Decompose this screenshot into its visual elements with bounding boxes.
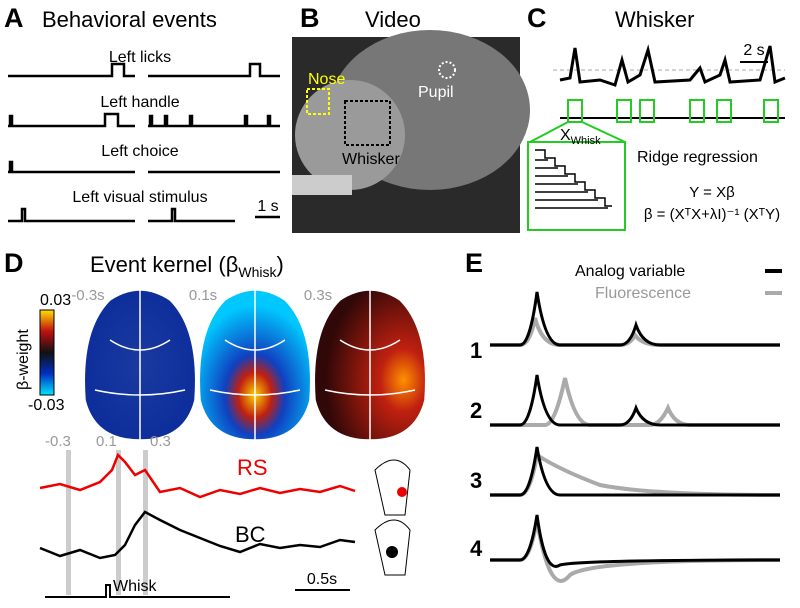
panel-title: Whisker xyxy=(615,7,694,32)
bc-region xyxy=(386,546,398,558)
whisker-label: Whisker xyxy=(342,151,400,168)
design-matrix xyxy=(535,149,612,209)
time-markers xyxy=(66,450,148,595)
row-label: Left licks xyxy=(109,49,171,66)
pupil-circle xyxy=(438,61,456,79)
matrix-symbol: X xyxy=(560,127,571,144)
event-traces xyxy=(8,62,280,223)
map-time: 0.3s xyxy=(304,287,332,304)
spout xyxy=(292,175,352,195)
panel-letter: C xyxy=(527,3,547,33)
panel-letter: B xyxy=(300,3,320,33)
rs-region xyxy=(397,487,407,497)
colorbar-min: -0.03 xyxy=(28,397,65,414)
scale-label: 0.5s xyxy=(307,571,337,588)
colorbar-label: β-weight xyxy=(15,329,32,390)
mouse-snout xyxy=(295,80,405,190)
row-number: 3 xyxy=(470,468,482,493)
method-label: Ridge regression xyxy=(637,149,758,166)
panel-title: Behavioral events xyxy=(42,7,217,32)
panel-e: E Analog variable Fluorescence 1 2 3 4 xyxy=(465,248,782,583)
title-end: ) xyxy=(277,252,284,277)
bc-trace xyxy=(39,510,356,560)
row-numbers: 1 2 3 4 xyxy=(470,338,483,561)
panel-letter: E xyxy=(465,248,483,278)
scale-label: 1 s xyxy=(257,198,278,215)
trace-time: -0.3 xyxy=(45,433,71,450)
whisker-box xyxy=(344,100,391,146)
equation: β = (XᵀX+λI)⁻¹ (XᵀY) xyxy=(644,206,780,223)
map-time: 0.1s xyxy=(189,287,217,304)
scale-label: 2 s xyxy=(743,42,764,59)
panel-letter: D xyxy=(4,248,24,278)
equation: Y = Xβ xyxy=(689,184,735,201)
panel-d: D Event kernel (βWhisk) -0.3s 0.1s 0.3s … xyxy=(4,248,427,598)
brain-icon xyxy=(374,459,411,516)
pupil-label: Pupil xyxy=(418,84,454,101)
panel-letter: A xyxy=(4,3,24,33)
row-label: Left visual stimulus xyxy=(72,189,207,206)
colorbar-max: 0.03 xyxy=(40,292,71,309)
panel-b: B Video Nose Whisker Pupil xyxy=(292,3,530,233)
matrix-subscript: Whisk xyxy=(571,135,601,147)
row-number: 4 xyxy=(470,536,483,561)
title-text: Event kernel (β xyxy=(90,252,238,277)
panel-title: Event kernel (βWhisk) xyxy=(90,252,284,280)
nose-box xyxy=(306,88,330,115)
model-traces xyxy=(490,291,781,583)
panel-c: C Whisker 2 s XWhisk Ridge regression Y … xyxy=(527,3,786,231)
event-boxes xyxy=(527,99,779,231)
whisk-event xyxy=(45,584,230,598)
row-label: Left choice xyxy=(101,143,178,160)
title-subscript: Whisk xyxy=(238,264,277,280)
event-label: Whisk xyxy=(113,578,158,595)
matrix-label: XWhisk xyxy=(560,127,601,147)
colorbar xyxy=(39,309,55,396)
map-time: -0.3s xyxy=(71,287,104,304)
row-number: 1 xyxy=(470,338,482,363)
trace-label: BC xyxy=(235,522,266,547)
rs-trace xyxy=(39,452,356,499)
nose-label: Nose xyxy=(308,71,345,88)
brain-maps xyxy=(83,289,427,441)
trace-label: RS xyxy=(237,455,268,480)
row-label: Left handle xyxy=(100,94,179,111)
panel-a: A Behavioral events Left licks Left hand… xyxy=(4,3,280,223)
legend-label: Fluorescence xyxy=(595,285,691,302)
panel-title: Video xyxy=(365,7,421,32)
legend-label: Analog variable xyxy=(575,263,685,280)
whisker-trace xyxy=(559,44,786,87)
trace-time: 0.1 xyxy=(96,433,117,450)
trace-time: 0.3 xyxy=(150,433,171,450)
row-number: 2 xyxy=(470,398,482,423)
